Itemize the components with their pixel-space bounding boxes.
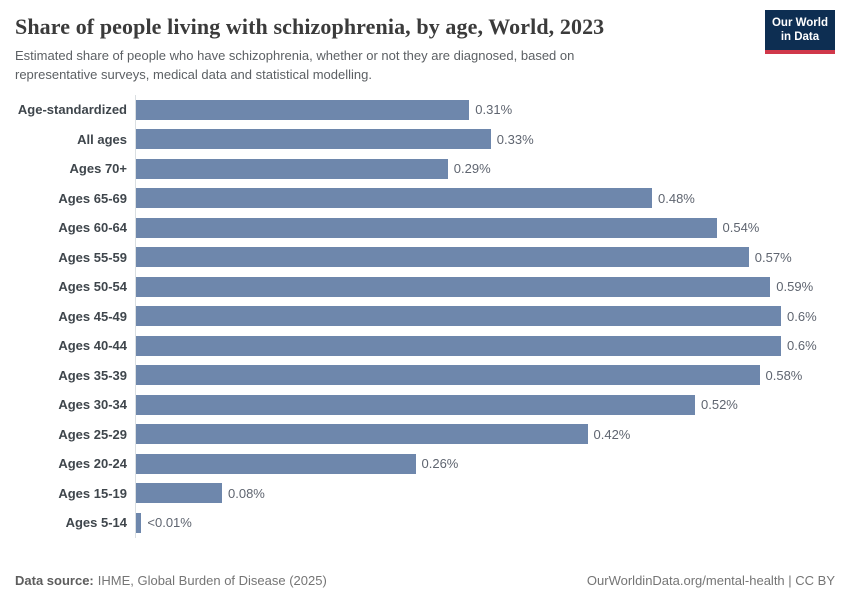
- bar-area: 0.6%: [135, 301, 835, 332]
- age-group-label: Ages 60-64: [58, 220, 127, 236]
- bar-area: 0.31%: [135, 95, 835, 125]
- bar-row: Ages 50-54 0.59%: [15, 272, 835, 302]
- age-group-label: Ages 25-29: [58, 426, 127, 442]
- value-label: 0.6%: [787, 338, 817, 354]
- bar[interactable]: [136, 512, 142, 533]
- footer-attribution: OurWorldinData.org/mental-health | CC BY: [586, 573, 835, 588]
- bar-row: Ages 65-69 0.48%: [15, 183, 835, 214]
- bar-row: Ages 60-64 0.54%: [15, 213, 835, 243]
- value-label: 0.42%: [593, 426, 631, 442]
- value-label: 0.52%: [701, 397, 738, 413]
- chart-footer: Data source: IHME, Global Burden of Disea…: [15, 573, 835, 588]
- value-label: 0.54%: [722, 220, 760, 236]
- bar-area: 0.54%: [135, 213, 835, 243]
- age-group-label: Ages 35-39: [58, 367, 127, 383]
- age-group-label: Ages 30-34: [58, 397, 127, 413]
- age-group-label: Ages 5-14: [65, 515, 127, 531]
- bar-row: All ages 0.33%: [15, 124, 835, 155]
- value-label: 0.31%: [475, 102, 513, 118]
- bar-row: Age-standardized 0.31%: [15, 95, 835, 125]
- bar-area: 0.6%: [135, 331, 835, 361]
- bar[interactable]: [136, 335, 781, 356]
- age-group-label: Age-standardized: [17, 102, 127, 118]
- age-group-label: Ages 40-44: [58, 338, 127, 354]
- chart-title: Share of people living with schizophreni…: [15, 14, 605, 39]
- bar-row: Ages 5-14 <0.01%: [15, 508, 835, 538]
- value-label: 0.59%: [776, 279, 814, 295]
- bar-area: <0.01%: [135, 508, 835, 538]
- age-group-label: Ages 65-69: [58, 190, 127, 206]
- owid-logo: Our World in Data: [764, 10, 835, 54]
- value-label: 0.29%: [453, 161, 491, 177]
- bar-row: Ages 20-24 0.26%: [15, 449, 835, 479]
- age-group-label: Ages 15-19: [58, 485, 127, 501]
- data-source: Data source: IHME, Global Burden of Disea…: [15, 573, 327, 588]
- chart-rows: Age-standardized 0.31% All ages 0.33% Ages 7…: [15, 95, 835, 538]
- chart-subtitle: Estimated share of people who have schiz…: [15, 48, 575, 83]
- bar[interactable]: [136, 158, 448, 179]
- bar[interactable]: [136, 394, 695, 415]
- bar-row: Ages 30-34 0.52%: [15, 390, 835, 420]
- bar[interactable]: [136, 129, 491, 150]
- value-label: 0.08%: [228, 485, 265, 501]
- bar[interactable]: [136, 188, 652, 209]
- bar-area: 0.59%: [135, 272, 835, 302]
- bar[interactable]: [136, 247, 749, 268]
- age-group-label: Ages 20-24: [58, 456, 127, 472]
- value-label: 0.33%: [496, 131, 534, 147]
- bar-row: Ages 55-59 0.57%: [15, 242, 835, 273]
- bar[interactable]: [136, 453, 416, 474]
- bar-area: 0.57%: [135, 242, 835, 273]
- value-label: 0.26%: [421, 456, 459, 472]
- age-group-label: Ages 55-59: [58, 249, 127, 265]
- bar[interactable]: [136, 276, 771, 297]
- bar-row: Ages 35-39 0.58%: [15, 360, 835, 391]
- bar[interactable]: [136, 365, 760, 386]
- bar[interactable]: [136, 483, 222, 504]
- chart-header: Share of people living with schizophreni…: [0, 0, 850, 85]
- value-label: 0.58%: [765, 367, 803, 383]
- bar-row: Ages 70+ 0.29%: [15, 154, 835, 184]
- bar-area: 0.26%: [135, 449, 835, 479]
- age-group-label: Ages 45-49: [58, 308, 127, 324]
- owid-logo-line1: Our World: [771, 17, 828, 29]
- value-label: 0.6%: [787, 308, 817, 324]
- bar-chart: Age-standardized 0.31% All ages 0.33% Ages 7…: [15, 95, 835, 538]
- bar-area: 0.29%: [135, 154, 835, 184]
- owid-logo-line2: in Data: [780, 31, 820, 44]
- age-group-label: All ages: [77, 131, 127, 147]
- bar-area: 0.42%: [135, 419, 835, 450]
- bar-area: 0.33%: [135, 124, 835, 155]
- data-source-label: Data source:: [15, 573, 94, 588]
- bar-area: 0.48%: [135, 183, 835, 214]
- bar-row: Ages 45-49 0.6%: [15, 301, 835, 332]
- bar-row: Ages 40-44 0.6%: [15, 331, 835, 361]
- bar-area: 0.52%: [135, 390, 835, 420]
- bar[interactable]: [136, 217, 717, 238]
- value-label: 0.48%: [658, 190, 695, 206]
- bar-area: 0.58%: [135, 360, 835, 391]
- age-group-label: Ages 50-54: [58, 279, 127, 295]
- value-label: <0.01%: [147, 515, 192, 531]
- bar[interactable]: [136, 99, 470, 120]
- data-source-text: IHME, Global Burden of Disease (2025): [97, 573, 327, 588]
- bar[interactable]: [136, 424, 588, 445]
- value-label: 0.57%: [754, 249, 792, 265]
- bar-row: Ages 15-19 0.08%: [15, 478, 835, 509]
- bar-area: 0.08%: [135, 478, 835, 509]
- bar-row: Ages 25-29 0.42%: [15, 419, 835, 450]
- age-group-label: Ages 70+: [69, 161, 127, 177]
- bar[interactable]: [136, 306, 781, 327]
